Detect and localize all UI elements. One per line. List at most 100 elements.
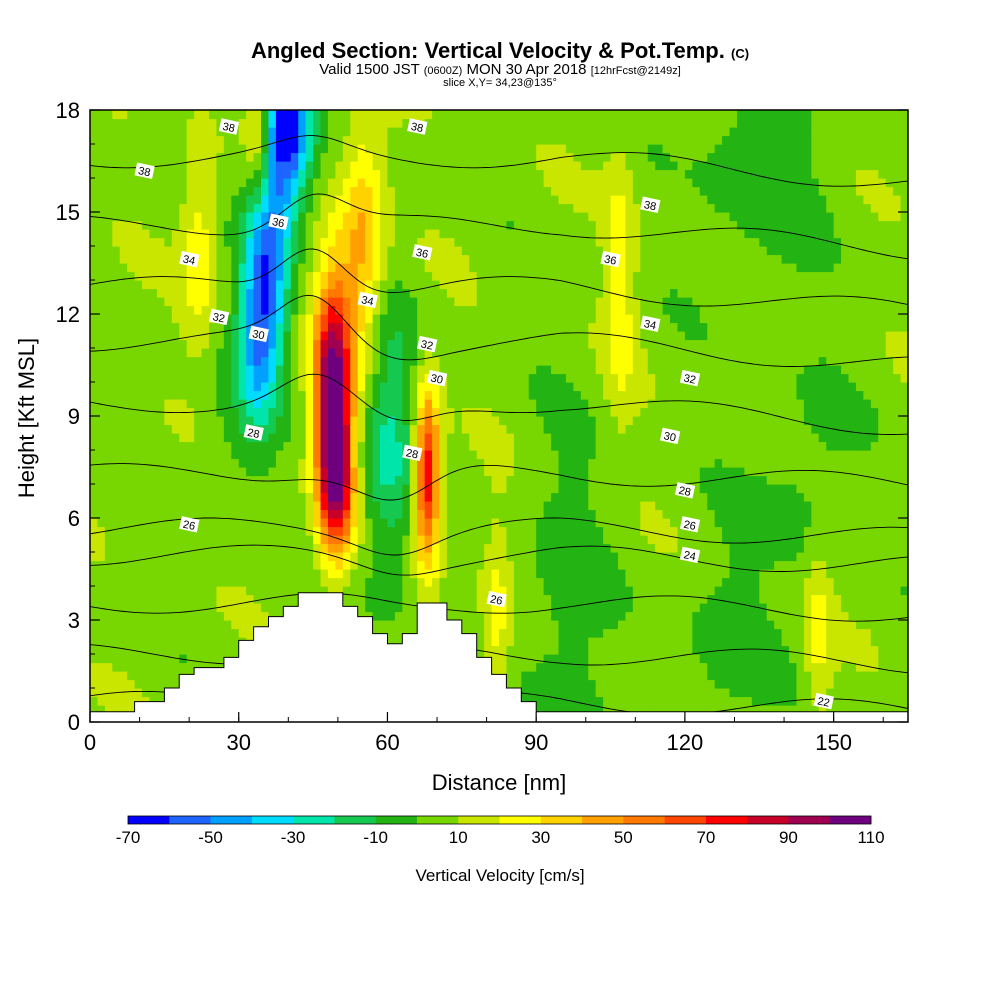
velocity-cell: [298, 373, 307, 383]
velocity-cell: [156, 586, 165, 596]
velocity-cell: [580, 628, 589, 638]
velocity-cell: [261, 586, 270, 596]
velocity-cell: [714, 373, 723, 383]
velocity-cell: [774, 543, 783, 553]
velocity-cell: [119, 416, 128, 426]
velocity-cell: [238, 356, 247, 366]
velocity-cell: [595, 577, 604, 587]
velocity-cell: [461, 382, 470, 392]
velocity-cell: [104, 560, 113, 570]
velocity-cell: [603, 356, 612, 366]
velocity-cell: [313, 560, 322, 570]
velocity-cell: [766, 416, 775, 426]
velocity-cell: [878, 424, 887, 434]
velocity-cell: [826, 424, 835, 434]
velocity-cell: [781, 637, 790, 647]
velocity-cell: [298, 509, 307, 519]
velocity-cell: [796, 654, 805, 664]
velocity-cell: [878, 696, 887, 706]
velocity-cell: [521, 577, 530, 587]
velocity-cell: [469, 603, 478, 613]
velocity-cell: [751, 433, 760, 443]
velocity-cell: [342, 399, 351, 409]
velocity-cell: [789, 535, 798, 545]
velocity-cell: [253, 467, 262, 477]
velocity-cell: [603, 662, 612, 672]
velocity-cell: [855, 416, 864, 426]
velocity-cell: [216, 620, 225, 630]
velocity-cell: [231, 399, 240, 409]
velocity-cell: [714, 637, 723, 647]
velocity-cell: [870, 390, 879, 400]
velocity-cell: [744, 518, 753, 528]
velocity-cell: [357, 348, 366, 358]
velocity-cell: [855, 458, 864, 468]
velocity-cell: [238, 424, 247, 434]
velocity-cell: [885, 577, 894, 587]
velocity-cell: [446, 501, 455, 511]
velocity-cell: [736, 424, 745, 434]
velocity-cell: [722, 433, 731, 443]
velocity-cell: [179, 654, 188, 664]
velocity-cell: [662, 552, 671, 562]
velocity-cell: [238, 543, 247, 553]
velocity-cell: [677, 577, 686, 587]
velocity-cell: [186, 577, 195, 587]
velocity-cell: [573, 450, 582, 460]
velocity-cell: [231, 348, 240, 358]
velocity-cell: [536, 603, 545, 613]
velocity-cell: [699, 688, 708, 698]
velocity-cell: [603, 475, 612, 485]
velocity-cell: [357, 586, 366, 596]
velocity-cell: [387, 433, 396, 443]
velocity-cell: [625, 688, 634, 698]
velocity-cell: [855, 475, 864, 485]
velocity-cell: [833, 594, 842, 604]
velocity-cell: [536, 535, 545, 545]
velocity-cell: [506, 671, 515, 681]
velocity-cell: [417, 577, 426, 587]
velocity-cell: [588, 390, 597, 400]
velocity-cell: [268, 450, 277, 460]
velocity-cell: [201, 390, 210, 400]
velocity-cell: [491, 569, 500, 579]
velocity-cell: [380, 552, 389, 562]
velocity-cell: [164, 492, 173, 502]
velocity-cell: [870, 407, 879, 417]
velocity-cell: [625, 679, 634, 689]
velocity-cell: [900, 416, 908, 426]
velocity-cell: [580, 484, 589, 494]
velocity-cell: [231, 645, 240, 655]
velocity-cell: [841, 560, 850, 570]
velocity-cell: [900, 603, 908, 613]
velocity-cell: [803, 560, 812, 570]
velocity-cell: [223, 441, 232, 451]
velocity-cell: [283, 356, 292, 366]
velocity-cell: [670, 458, 679, 468]
velocity-cell: [513, 467, 522, 477]
velocity-cell: [759, 628, 768, 638]
velocity-cell: [789, 509, 798, 519]
velocity-cell: [112, 620, 121, 630]
velocity-cell: [789, 390, 798, 400]
velocity-cell: [543, 382, 552, 392]
velocity-cell: [670, 603, 679, 613]
velocity-cell: [833, 543, 842, 553]
velocity-cell: [208, 594, 218, 604]
velocity-cell: [387, 543, 396, 553]
velocity-cell: [290, 492, 299, 502]
velocity-cell: [432, 543, 441, 553]
velocity-cell: [119, 611, 128, 621]
velocity-cell: [736, 535, 745, 545]
velocity-cell: [625, 611, 634, 621]
velocity-cell: [781, 458, 790, 468]
velocity-cell: [818, 543, 827, 553]
velocity-cell: [841, 611, 850, 621]
velocity-cell: [833, 356, 842, 366]
velocity-cell: [640, 620, 649, 630]
velocity-cell: [900, 671, 908, 681]
velocity-cell: [365, 458, 374, 468]
velocity-cell: [573, 399, 582, 409]
velocity-cell: [811, 688, 820, 698]
velocity-cell: [327, 535, 336, 545]
